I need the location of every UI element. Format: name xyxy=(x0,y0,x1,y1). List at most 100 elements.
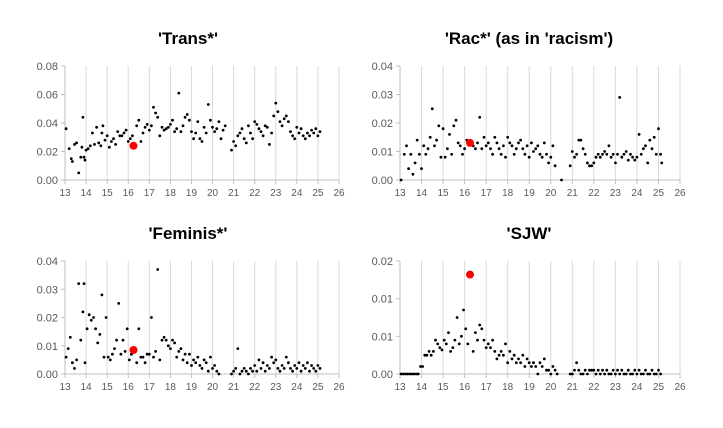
data-point xyxy=(484,346,488,349)
data-point xyxy=(517,141,520,145)
data-point xyxy=(200,140,204,143)
x-tick-label: 26 xyxy=(674,188,686,199)
data-point xyxy=(188,352,191,356)
data-point xyxy=(303,367,307,370)
data-point xyxy=(234,144,238,148)
data-point xyxy=(102,355,106,359)
data-point xyxy=(194,131,198,135)
data-point xyxy=(278,369,282,373)
data-point xyxy=(147,128,151,132)
data-point xyxy=(124,128,128,132)
data-point xyxy=(504,155,507,159)
data-point xyxy=(276,110,280,113)
data-point xyxy=(549,372,553,376)
data-point xyxy=(213,130,217,134)
data-point xyxy=(240,369,244,373)
data-point xyxy=(456,141,460,145)
data-point xyxy=(238,131,242,135)
data-point xyxy=(202,358,206,362)
data-point xyxy=(489,147,492,151)
data-point xyxy=(139,140,143,143)
chart-title: 'Feminis*' xyxy=(149,224,228,243)
data-point xyxy=(270,355,273,359)
data-point xyxy=(247,124,250,128)
data-point xyxy=(454,118,458,122)
data-point xyxy=(605,368,609,372)
x-tick-label: 19 xyxy=(186,188,198,199)
data-point xyxy=(447,331,450,334)
data-point xyxy=(310,128,313,132)
data-point xyxy=(633,158,637,162)
x-tick-label: 16 xyxy=(123,188,135,199)
data-point xyxy=(113,347,116,350)
data-point xyxy=(549,155,553,159)
data-point xyxy=(506,361,510,365)
x-tick-label: 24 xyxy=(631,188,643,199)
data-point xyxy=(443,155,447,159)
data-point xyxy=(236,134,240,138)
data-point xyxy=(162,128,166,132)
data-point xyxy=(410,372,414,376)
data-point xyxy=(455,316,459,319)
data-point xyxy=(185,113,189,116)
data-point xyxy=(253,364,257,367)
data-point xyxy=(463,147,466,151)
data-point xyxy=(84,148,88,152)
chart-title: 'Trans*' xyxy=(158,29,218,48)
data-point xyxy=(92,316,95,319)
data-point xyxy=(158,134,162,138)
data-point xyxy=(89,318,93,322)
data-point xyxy=(251,369,255,373)
data-point xyxy=(607,144,611,148)
data-point xyxy=(568,164,572,168)
x-tick-label: 26 xyxy=(333,382,345,393)
x-tick-label: 18 xyxy=(165,188,177,199)
data-point xyxy=(223,124,227,128)
data-point xyxy=(568,372,572,376)
data-point xyxy=(404,372,407,376)
data-point xyxy=(551,365,555,368)
data-point xyxy=(98,333,102,336)
data-point xyxy=(274,358,278,362)
data-point xyxy=(230,372,233,376)
data-point xyxy=(312,367,316,370)
data-point xyxy=(236,347,240,350)
chart-title: 'SJW' xyxy=(507,224,552,243)
data-point xyxy=(458,144,462,148)
data-point xyxy=(499,152,503,156)
data-point xyxy=(284,114,288,118)
data-point xyxy=(510,144,514,148)
x-tick-label: 16 xyxy=(459,188,471,199)
data-point xyxy=(217,120,221,123)
x-tick-label: 21 xyxy=(567,382,579,393)
data-point xyxy=(466,342,470,346)
data-point xyxy=(530,141,533,145)
data-point xyxy=(206,369,210,373)
data-point xyxy=(523,152,527,156)
chart-title: 'Rac*' (as in 'racism') xyxy=(445,29,613,48)
data-point xyxy=(440,348,444,352)
data-point xyxy=(493,135,497,139)
data-point xyxy=(282,367,286,370)
data-point xyxy=(101,124,105,128)
data-point xyxy=(240,127,244,131)
data-point xyxy=(272,114,276,118)
data-point xyxy=(502,353,505,357)
data-point xyxy=(110,140,113,143)
data-point xyxy=(512,353,516,357)
y-tick-label: 0.04 xyxy=(37,256,58,268)
y-tick-label: 0.01 xyxy=(372,294,393,306)
data-point xyxy=(448,133,451,136)
x-tick-label: 18 xyxy=(502,188,514,199)
data-point xyxy=(596,152,600,156)
data-point xyxy=(491,152,494,156)
data-point xyxy=(158,358,162,362)
data-point xyxy=(588,164,591,168)
data-point xyxy=(131,134,134,138)
data-point xyxy=(540,155,544,159)
data-point xyxy=(282,117,286,121)
data-point xyxy=(442,338,446,342)
data-point xyxy=(68,335,72,339)
data-point xyxy=(409,152,413,156)
data-point xyxy=(413,161,417,165)
